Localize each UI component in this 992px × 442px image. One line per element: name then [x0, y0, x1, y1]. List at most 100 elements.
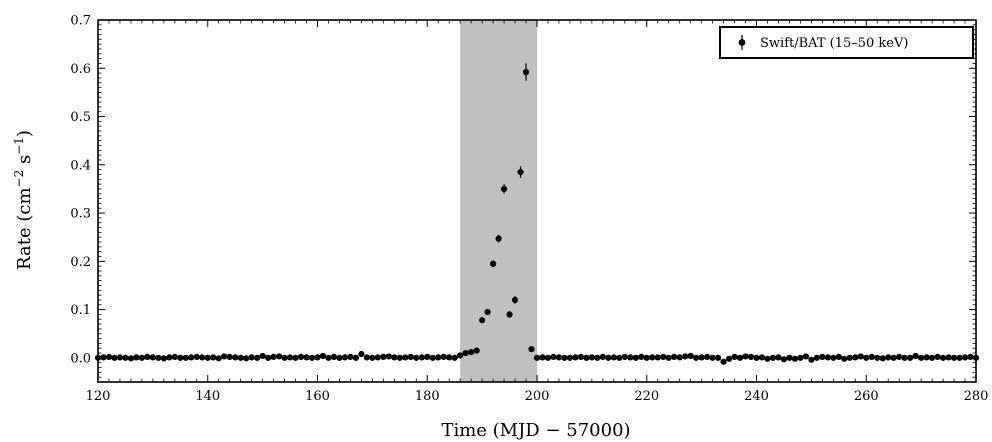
data-point [281, 354, 288, 361]
data-point [468, 348, 475, 356]
x-tick-label: 240 [744, 389, 769, 404]
data-point [583, 354, 590, 361]
data-point [786, 354, 793, 361]
data-point [594, 354, 601, 361]
data-point [704, 353, 711, 361]
data-point [149, 354, 156, 361]
data-point [841, 355, 848, 362]
x-tick-label: 160 [305, 389, 330, 404]
data-point [616, 354, 623, 361]
data-point [160, 355, 167, 362]
data-point [413, 354, 420, 361]
data-point [473, 347, 480, 354]
x-tick-label: 220 [634, 389, 659, 404]
data-point [605, 354, 612, 361]
data-point [901, 354, 908, 361]
data-point [462, 349, 469, 357]
data-point [956, 354, 963, 361]
data-point [566, 354, 574, 361]
data-point [407, 353, 414, 361]
data-point [775, 354, 782, 361]
data-point [116, 354, 124, 361]
data-point [171, 353, 178, 361]
data-point [248, 354, 255, 361]
data-point [199, 354, 206, 361]
data-point [802, 353, 809, 360]
data-point [495, 235, 502, 242]
data-point [577, 353, 585, 361]
data-point [204, 354, 211, 361]
x-tick-label: 260 [854, 389, 879, 404]
data-point [243, 355, 250, 362]
data-point [863, 354, 870, 361]
y-tick-label: 0.4 [70, 158, 91, 173]
data-point [166, 354, 173, 361]
data-point [402, 354, 409, 361]
data-point [138, 354, 145, 361]
data-point [627, 354, 634, 361]
data-point [380, 353, 387, 361]
data-points-layer [94, 63, 980, 365]
data-point [457, 352, 464, 359]
x-tick-label: 180 [415, 389, 440, 404]
data-point [500, 185, 508, 193]
y-axis-label-mid: s [14, 155, 35, 170]
data-point [610, 354, 617, 361]
data-point [297, 353, 305, 361]
data-point [736, 354, 744, 361]
data-point [632, 354, 639, 361]
data-point [890, 354, 897, 361]
data-point [506, 311, 513, 318]
shaded-region-layer [460, 20, 537, 382]
data-point [747, 353, 755, 361]
data-point [385, 353, 392, 360]
data-point [440, 353, 447, 361]
legend-marker [738, 39, 746, 46]
data-point [824, 354, 831, 361]
data-point [435, 354, 442, 361]
data-point [182, 354, 189, 361]
data-point [155, 354, 162, 361]
data-point [649, 354, 656, 361]
data-point [188, 354, 195, 361]
y-tick-label: 0.2 [70, 255, 91, 270]
data-point [391, 354, 398, 361]
data-point [676, 354, 683, 361]
data-point [918, 354, 925, 361]
y-axis-label-sup2: −1 [12, 137, 26, 155]
y-axis-label-end: ) [14, 130, 35, 137]
data-point [418, 354, 425, 361]
data-point [671, 353, 678, 361]
data-point [643, 354, 650, 361]
data-point [100, 354, 107, 361]
y-tick-label: 0.7 [70, 14, 91, 29]
data-point [758, 354, 766, 361]
data-point [210, 354, 217, 361]
data-point [660, 353, 667, 361]
data-point [232, 354, 239, 361]
data-point [682, 353, 689, 360]
data-point [934, 353, 941, 361]
legend-label: Swift/BAT (15–50 keV) [760, 36, 908, 51]
data-point [286, 354, 294, 361]
data-point [961, 354, 969, 361]
data-point [857, 353, 864, 360]
data-point [808, 356, 815, 363]
data-point [819, 353, 826, 361]
data-point [308, 354, 316, 361]
data-point [259, 352, 266, 360]
data-point [325, 354, 332, 361]
x-tick-label: 200 [525, 389, 550, 404]
data-point [945, 354, 952, 361]
data-point [533, 354, 541, 361]
data-point [105, 353, 113, 361]
data-point [374, 354, 381, 361]
data-point [122, 354, 129, 361]
y-tick-label: 0.0 [70, 351, 91, 366]
data-point [764, 355, 771, 362]
data-point [319, 352, 327, 360]
y-axis-label-main: Rate (cm [14, 187, 35, 269]
data-point [341, 354, 349, 361]
data-point [720, 358, 727, 365]
